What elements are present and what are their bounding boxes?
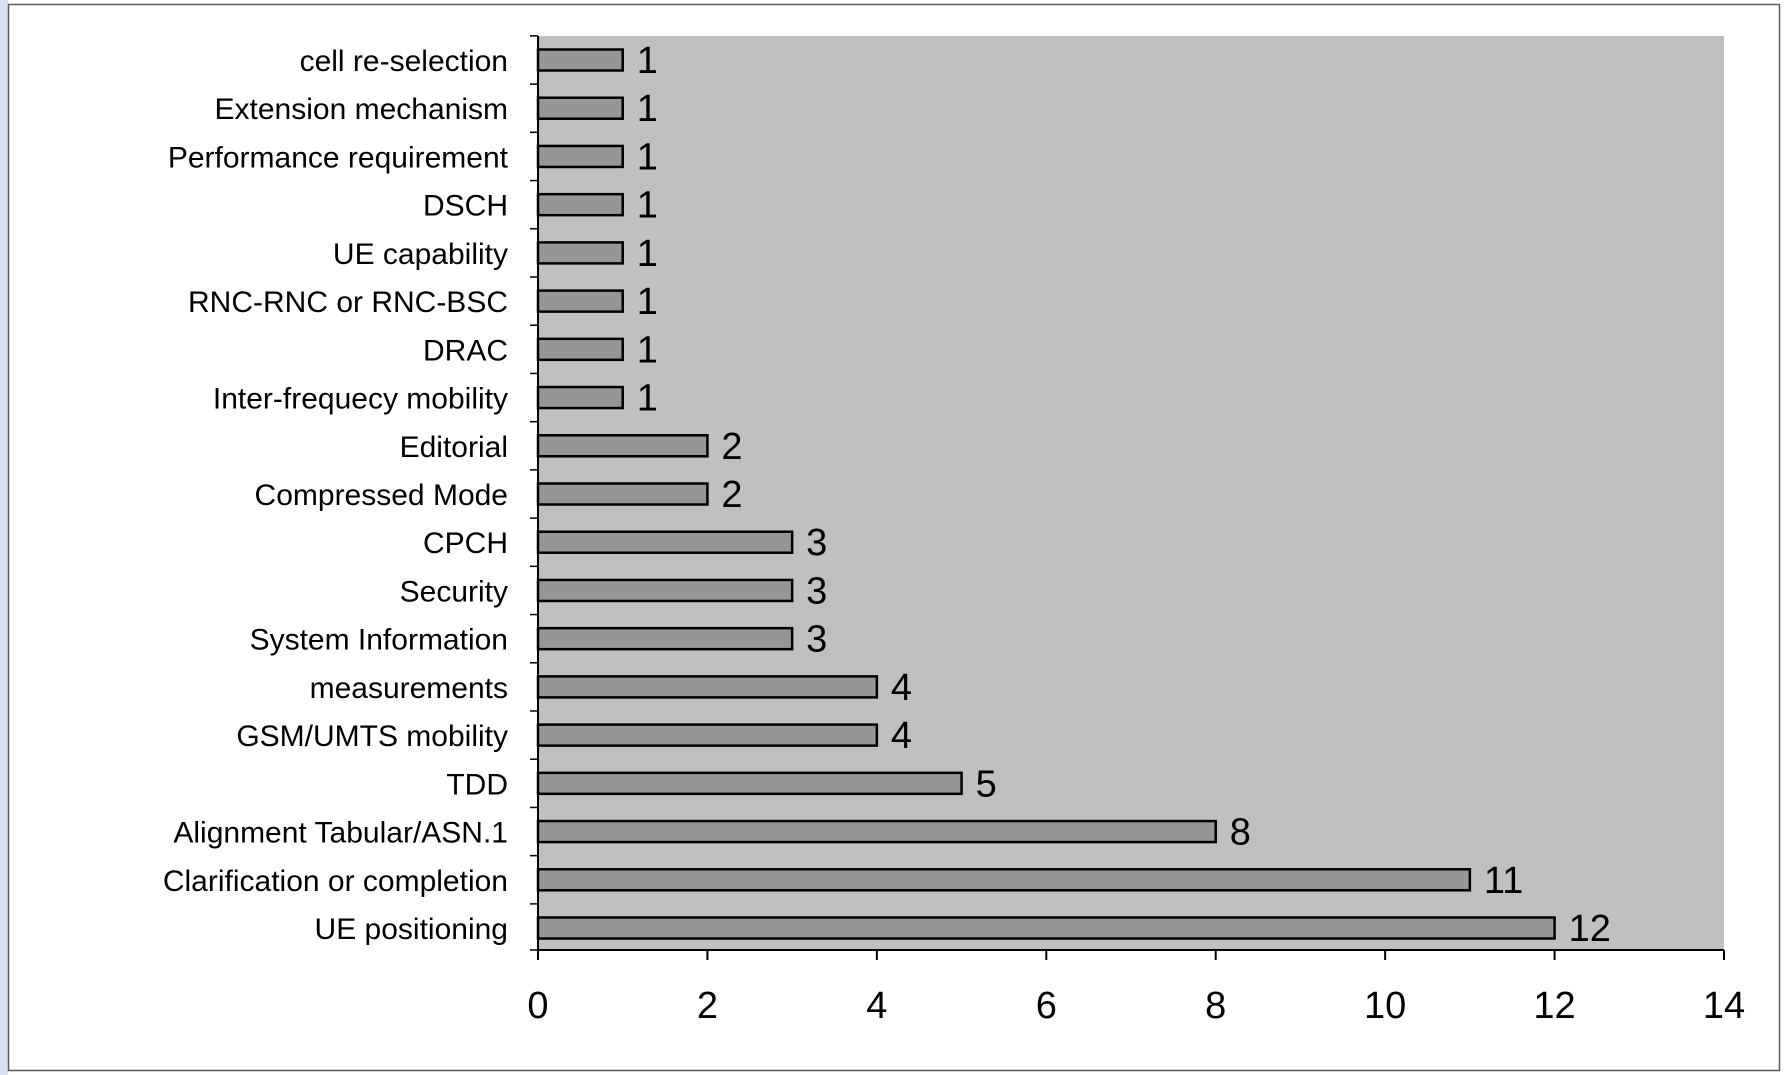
category-label: Performance requirement	[168, 141, 509, 174]
value-label: 1	[637, 233, 658, 275]
category-label: UE positioning	[315, 913, 508, 946]
category-label: CPCH	[423, 527, 508, 560]
bar	[536, 626, 794, 651]
x-tick-labels-group: 0 2 4 6 8 10 12 14	[527, 985, 1745, 1027]
value-label: 1	[637, 378, 658, 420]
bar	[536, 916, 1556, 940]
bar	[536, 192, 624, 217]
value-label: 3	[806, 522, 827, 564]
bar	[536, 819, 1217, 844]
category-label: DRAC	[423, 334, 508, 367]
bar	[536, 241, 624, 265]
bar	[536, 723, 879, 747]
bar	[536, 96, 624, 120]
x-tick-label: 14	[1703, 985, 1745, 1027]
value-label: 1	[637, 329, 658, 371]
x-tick-label: 10	[1364, 985, 1406, 1027]
category-label: Compressed Mode	[255, 479, 508, 512]
bar	[536, 48, 624, 72]
value-label: 11	[1484, 860, 1523, 902]
left-edge-accent	[0, 0, 8, 1075]
bar	[536, 482, 709, 506]
bar	[536, 144, 624, 169]
category-label: Editorial	[400, 431, 508, 464]
x-tick-label: 6	[1036, 985, 1057, 1027]
value-label: 4	[891, 715, 912, 757]
category-label: Inter-frequecy mobility	[213, 383, 508, 416]
x-tick-label: 2	[697, 985, 718, 1027]
category-label: cell re-selection	[300, 45, 508, 78]
bar	[536, 771, 963, 796]
bar	[536, 530, 794, 554]
x-tick-label: 4	[866, 985, 887, 1027]
value-label: 1	[637, 136, 658, 178]
category-label: RNC-RNC or RNC-BSC	[188, 286, 508, 319]
value-label: 2	[721, 474, 742, 516]
x-tick-label: 12	[1533, 985, 1575, 1027]
category-label: TDD	[446, 768, 508, 801]
category-label: Alignment Tabular/ASN.1	[173, 817, 508, 850]
value-label: 2	[721, 426, 742, 468]
value-label: 4	[891, 667, 912, 709]
value-label: 1	[637, 40, 658, 82]
bar	[536, 289, 624, 313]
category-label: DSCH	[423, 190, 508, 223]
category-label: System Information	[250, 624, 508, 657]
bar	[536, 675, 879, 699]
x-tick-label: 0	[527, 985, 548, 1027]
category-label: Security	[400, 575, 508, 608]
value-label: 1	[637, 88, 658, 130]
bar	[536, 578, 794, 603]
value-label: 3	[806, 570, 827, 612]
bar	[536, 337, 624, 362]
category-labels-group: cell re-selection Extension mechanism Perf…	[163, 45, 509, 946]
value-label: 3	[806, 619, 827, 661]
value-label: 1	[637, 185, 658, 227]
plot-area	[538, 36, 1724, 950]
value-label: 8	[1230, 812, 1251, 854]
bar	[536, 385, 624, 410]
category-label: Clarification or completion	[163, 865, 508, 898]
bar	[536, 868, 1472, 892]
category-label: GSM/UMTS mobility	[236, 720, 508, 753]
category-label: measurements	[310, 672, 508, 705]
x-tick-label: 8	[1205, 985, 1226, 1027]
axes-group	[530, 35, 1725, 960]
category-label: UE capability	[333, 238, 508, 271]
category-label: Extension mechanism	[215, 93, 508, 126]
value-label: 5	[976, 763, 997, 805]
value-label: 12	[1569, 908, 1611, 950]
bar	[536, 434, 709, 458]
value-label: 1	[637, 281, 658, 323]
